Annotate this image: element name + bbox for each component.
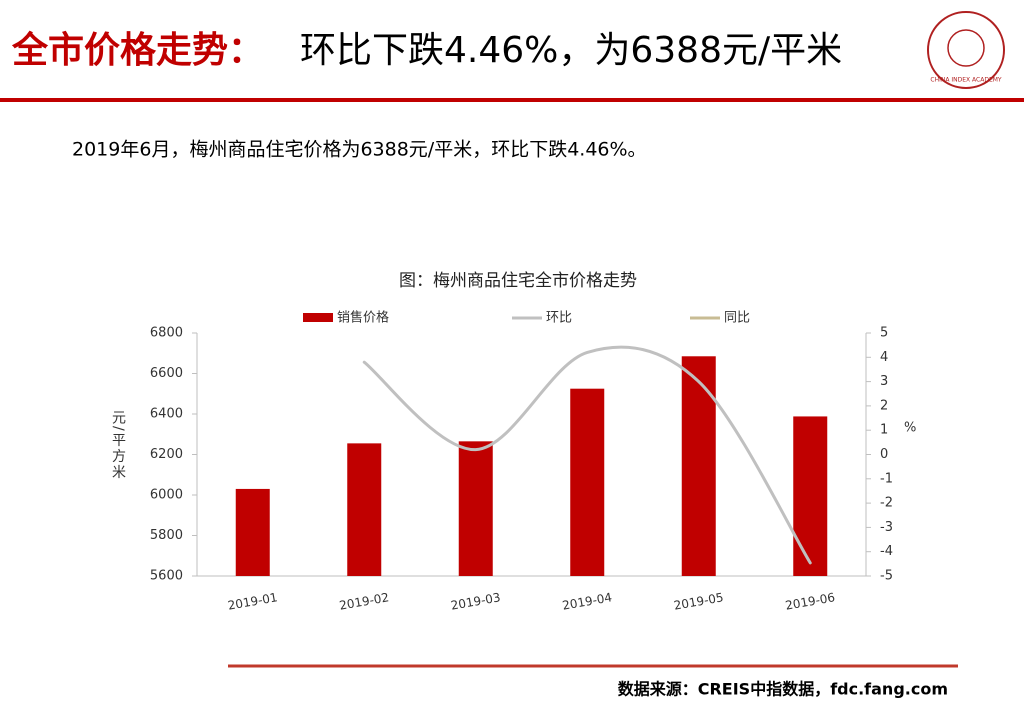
chart-title: 图：梅州商品住宅全市价格走势 [399, 271, 637, 291]
title-lead: 全市价格走势： [11, 29, 264, 71]
y2-tick-label: 3 [880, 374, 888, 389]
logo-ring [927, 11, 1005, 89]
bar [570, 388, 605, 576]
bar [235, 488, 270, 576]
x-tick-label: 2019-03 [450, 590, 502, 612]
y-tick-label: 5600 [150, 569, 183, 584]
bar [347, 443, 382, 576]
title-rest: 环比下跌4.46%，为6388元/平米 [300, 30, 842, 71]
legend-label: 同比 [724, 311, 750, 326]
y-tick-label: 6200 [150, 447, 183, 462]
y2-tick-label: -1 [880, 471, 893, 486]
legend-label: 销售价格 [337, 310, 389, 326]
line [362, 345, 812, 565]
header-rule [0, 98, 1024, 102]
x-tick-label: 2019-01 [227, 590, 279, 612]
y2-tick-label: 5 [880, 326, 888, 341]
y2-tick-label: -5 [880, 569, 893, 584]
y-tick-label: 6800 [150, 326, 183, 341]
legend-swatch [303, 313, 333, 322]
y-tick-label: 6400 [150, 407, 183, 422]
y2-tick-label: -4 [880, 544, 893, 559]
y2-tick-label: -3 [880, 520, 893, 535]
y2-tick-label: 2 [880, 398, 888, 413]
bar [681, 356, 716, 576]
x-tick-label: 2019-04 [561, 590, 613, 612]
source: 数据来源：CREIS中指数据，fdc.fang.com [618, 680, 948, 699]
y2-tick-label: 1 [880, 423, 888, 438]
bar [458, 441, 493, 576]
y2-axis-label: % [904, 421, 916, 436]
y2-tick-label: 0 [880, 447, 888, 462]
y2-tick-label: 4 [880, 350, 888, 365]
logo-inner [947, 29, 985, 67]
summary: 2019年6月，梅州商品住宅价格为6388元/平米，环比下跌4.46%。 [72, 139, 647, 161]
x-tick-label: 2019-02 [338, 590, 390, 612]
y-tick-label: 6000 [150, 488, 183, 503]
x-tick-label: 2019-06 [784, 590, 836, 612]
y-tick-label: 5800 [150, 528, 183, 543]
legend-label: 环比 [546, 311, 572, 326]
logo-text: CHINA INDEX ACADEMY [930, 77, 1002, 84]
y-axis-label: 元/平方米 [110, 410, 126, 481]
y-tick-label: 6600 [150, 366, 183, 381]
y2-tick-label: -2 [880, 496, 893, 511]
bar [793, 416, 828, 576]
x-tick-label: 2019-05 [673, 590, 725, 612]
